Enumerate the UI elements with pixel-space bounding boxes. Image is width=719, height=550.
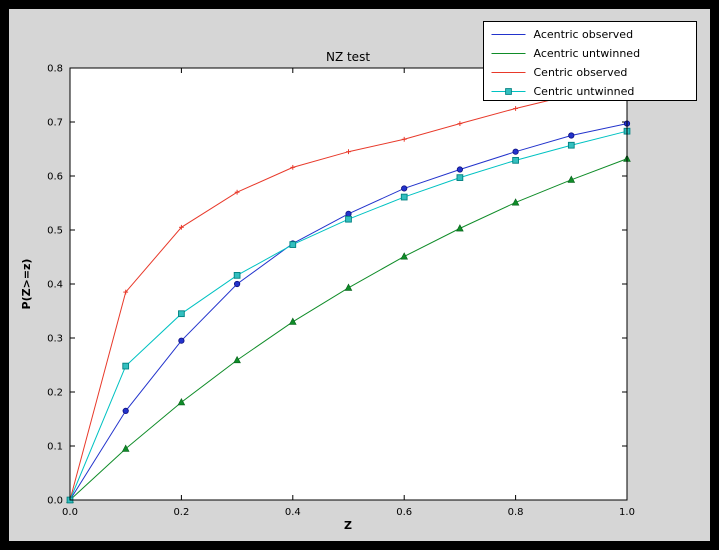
y-tick-label: 0.6 — [47, 172, 63, 183]
data-point-marker — [289, 317, 297, 325]
data-point-marker — [400, 193, 408, 201]
x-tick-label: 0.6 — [396, 507, 412, 518]
legend-label: Centric untwinned — [534, 85, 635, 98]
data-point-marker — [234, 280, 241, 288]
data-point-marker — [511, 198, 520, 206]
data-point-marker — [177, 398, 186, 406]
y-tick-label: 0.8 — [47, 64, 63, 75]
data-point-marker — [345, 215, 352, 223]
y-tick-label: 0.7 — [47, 118, 63, 129]
data-point-marker — [456, 166, 463, 173]
data-point-marker — [121, 444, 130, 452]
data-point-marker — [400, 252, 408, 260]
data-point-marker — [456, 224, 464, 232]
y-tick-label: 0.3 — [47, 334, 63, 345]
data-point-marker — [233, 272, 241, 279]
y-tick-label: 0.4 — [47, 280, 63, 291]
legend-item-acentric-observed: Acentric observed — [491, 28, 634, 41]
data-point-marker — [567, 141, 575, 149]
x-tick-label: 0.2 — [173, 507, 189, 518]
x-tick-label: 0.0 — [62, 507, 78, 518]
data-point-marker — [401, 185, 408, 192]
data-point-marker — [178, 310, 185, 318]
legend-item-centric-untwinned: Centric untwinned — [491, 85, 635, 98]
data-point-marker — [344, 283, 353, 291]
data-point-marker — [505, 88, 512, 95]
y-tick-label: 0.0 — [47, 496, 63, 507]
data-point-marker — [122, 362, 130, 370]
data-point-marker — [568, 132, 575, 139]
y-tick-label: 0.5 — [47, 226, 63, 237]
legend-label: Acentric untwinned — [534, 47, 641, 60]
x-axis-label: Z — [344, 519, 352, 532]
legend-label: Centric observed — [534, 66, 628, 79]
data-point-marker — [178, 337, 185, 344]
legend: Acentric observed Acentric untwinned Centr… — [483, 21, 697, 101]
data-point-marker — [345, 210, 352, 217]
axis-ticks: 0.0 0.2 0.4 0.6 0.8 1.0 0.0 0.1 0.2 0.3 0.4 0.5 0.6 0… — [47, 64, 635, 519]
axes-border — [69, 67, 628, 501]
data-point-marker — [456, 174, 464, 181]
legend-label: Acentric observed — [534, 28, 634, 41]
y-tick-label: 0.2 — [47, 388, 63, 399]
x-tick-label: 0.4 — [285, 507, 301, 518]
legend-item-acentric-untwinned: Acentric untwinned — [491, 47, 641, 60]
data-point-marker — [122, 407, 129, 414]
y-axis-label: P(Z>=z) — [20, 259, 33, 310]
y-tick-label: 0.1 — [47, 442, 63, 453]
data-point-marker — [289, 241, 297, 248]
chart-title: NZ test — [326, 50, 370, 64]
data-point-marker — [567, 175, 576, 183]
data-point-marker — [233, 355, 241, 364]
legend-item-centric-observed: Centric observed — [491, 66, 628, 79]
x-tick-label: 0.8 — [508, 507, 524, 518]
x-tick-label: 1.0 — [619, 507, 635, 518]
data-point-marker — [512, 148, 519, 155]
data-point-marker — [512, 156, 519, 164]
